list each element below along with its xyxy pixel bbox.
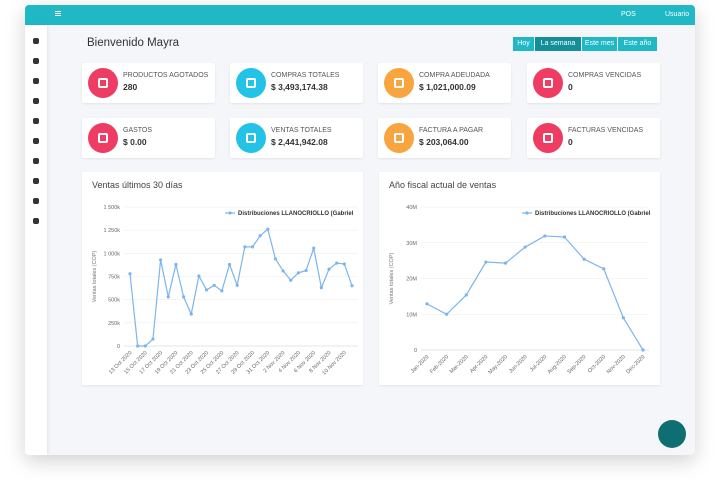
card-label: PRODUCTOS AGOTADOS: [123, 72, 209, 79]
card-label: GASTOS: [123, 127, 153, 134]
sidebar-icon[interactable]: [33, 198, 39, 204]
stat-card: COMPRAS VENCIDAS 0: [527, 63, 660, 103]
chart-panel: [379, 172, 660, 385]
card-value: $ 0.00: [123, 137, 147, 147]
chart-panel: [82, 172, 363, 385]
stat-card: COMPRA ADEUDADA $ 1,021,000.09: [378, 63, 511, 103]
sidebar-icon[interactable]: [33, 138, 39, 144]
card-icon: [533, 68, 563, 98]
card-icon: [88, 123, 118, 153]
sidebar-icon[interactable]: [33, 58, 39, 64]
card-icon: [384, 123, 414, 153]
sidebar-icon[interactable]: [33, 218, 39, 224]
card-icon: [88, 68, 118, 98]
card-label: FACTURAS VENCIDAS: [568, 127, 644, 134]
card-icon: [384, 68, 414, 98]
user-link[interactable]: Usuario: [665, 11, 690, 18]
welcome: Bienvenido Mayra: [87, 37, 180, 49]
card-label: VENTAS TOTALES: [271, 127, 332, 134]
card-icon: [533, 123, 563, 153]
top-bar: POS Usuario: [25, 5, 695, 25]
sidebar-icon[interactable]: [33, 98, 39, 104]
sidebar-icon[interactable]: [33, 158, 39, 164]
stat-card: FACTURA A PAGAR $ 203,064.00: [378, 118, 511, 158]
card-value: 0: [568, 82, 573, 92]
chat-button[interactable]: [658, 420, 686, 448]
stat-card: COMPRAS TOTALES $ 3,493,174.38: [230, 63, 363, 103]
card-value: $ 1,021,000.09: [419, 82, 476, 92]
card-label: COMPRAS VENCIDAS: [568, 72, 642, 79]
stat-card: GASTOS $ 0.00: [82, 118, 215, 158]
menu-toggle[interactable]: [55, 11, 61, 12]
card-value: $ 2,441,942.08: [271, 137, 328, 147]
card-value: $ 203,064.00: [419, 137, 469, 147]
sidebar-icon[interactable]: [33, 38, 39, 44]
stat-card: VENTAS TOTALES $ 2,441,942.08: [230, 118, 363, 158]
sidebar-icon[interactable]: [33, 118, 39, 124]
range-button[interactable]: La semana: [535, 37, 581, 51]
card-icon: [236, 68, 266, 98]
stat-card: FACTURAS VENCIDAS 0: [527, 118, 660, 158]
range-button[interactable]: Este año: [618, 37, 657, 51]
card-icon: [236, 123, 266, 153]
sidebar-icon[interactable]: [33, 178, 39, 184]
pos-link[interactable]: POS: [621, 11, 636, 18]
stat-card: PRODUCTOS AGOTADOS 280: [82, 63, 215, 103]
range-button[interactable]: Este mes: [582, 37, 617, 51]
card-value: 0: [568, 137, 573, 147]
sidebar-icon[interactable]: [33, 78, 39, 84]
card-value: 280: [123, 82, 138, 92]
sidebar: [25, 25, 47, 455]
card-label: COMPRA ADEUDADA: [419, 72, 490, 79]
card-label: FACTURA A PAGAR: [419, 127, 484, 134]
card-label: COMPRAS TOTALES: [271, 72, 340, 79]
range-button[interactable]: Hoy: [513, 37, 534, 51]
card-value: $ 3,493,174.38: [271, 82, 328, 92]
